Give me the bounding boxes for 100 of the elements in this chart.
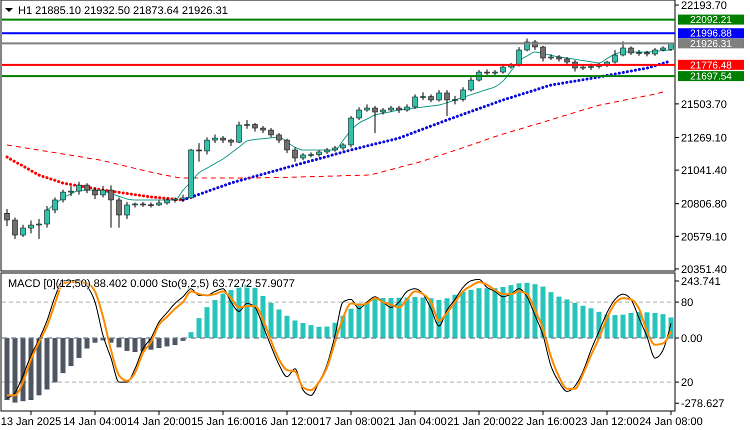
bar — [84, 338, 90, 349]
candlestick — [268, 128, 274, 138]
candlestick — [372, 105, 378, 134]
bar — [268, 302, 274, 338]
bar — [12, 338, 18, 403]
candlestick — [292, 146, 298, 162]
bar — [204, 307, 210, 338]
y-tick-label: 21041.40 — [681, 165, 727, 178]
ref-line-label: 21996.88 — [690, 28, 732, 40]
bar — [508, 285, 514, 338]
bar — [460, 292, 466, 338]
bar — [276, 309, 282, 338]
bar — [308, 325, 314, 338]
bar — [572, 302, 578, 338]
bar — [372, 298, 378, 338]
ref-line-label: 21697.54 — [690, 72, 732, 83]
candlestick — [460, 86, 466, 102]
candlestick — [444, 90, 450, 116]
bar — [316, 326, 322, 338]
bar — [36, 338, 42, 396]
candlestick — [20, 224, 26, 238]
bar — [292, 320, 298, 338]
x-tick-label: 15 Jan 16:00 — [191, 416, 255, 428]
bar — [628, 312, 634, 338]
candlestick — [44, 206, 50, 228]
bar — [660, 314, 666, 338]
bar — [412, 297, 418, 338]
bar — [612, 315, 618, 338]
x-tick-label: 21 Jan 04:00 — [383, 416, 447, 428]
candlestick — [236, 121, 242, 144]
x-tick-label: 17 Jan 08:00 — [319, 416, 383, 428]
bar — [364, 302, 370, 338]
candlestick — [356, 106, 362, 121]
candlestick — [540, 45, 546, 62]
y-tick-label: 0.00 — [681, 333, 702, 346]
bar — [284, 316, 290, 338]
x-tick-label: 23 Jan 12:00 — [575, 416, 639, 428]
candlestick — [468, 76, 474, 92]
bar — [4, 338, 10, 400]
bar — [492, 288, 498, 338]
bar — [124, 338, 130, 351]
bar — [500, 287, 506, 338]
x-tick-label: 14 Jan 04:00 — [63, 416, 127, 428]
candlestick — [36, 218, 42, 240]
bar — [484, 288, 490, 338]
x-tick-label: 16 Jan 12:00 — [255, 416, 319, 428]
candlestick — [28, 220, 34, 234]
y-tick-label: 21269.10 — [681, 132, 727, 144]
y2-tick-label: 20 — [681, 377, 694, 390]
bar — [172, 338, 178, 346]
candlestick — [60, 189, 66, 204]
bar — [476, 288, 482, 338]
bar — [252, 288, 258, 338]
bar — [420, 298, 426, 338]
candlestick — [92, 186, 98, 200]
bar — [380, 298, 386, 338]
bar — [556, 296, 562, 338]
bar — [196, 318, 202, 338]
x-tick-label: 13 Jan 2025 — [0, 416, 62, 428]
ref-line-label: 22092.21 — [690, 15, 732, 26]
ref-line-label: 21776.48 — [690, 60, 732, 72]
candlestick — [68, 186, 74, 197]
bar — [236, 287, 242, 338]
candlestick — [620, 40, 626, 57]
bar — [68, 338, 74, 366]
bar — [188, 332, 194, 338]
bar — [548, 292, 554, 338]
y2-tick-label: 80 — [681, 297, 694, 310]
y-tick-label: 21503.70 — [681, 98, 727, 111]
y-tick-label: 20351.40 — [681, 264, 727, 276]
bar — [60, 338, 66, 374]
bar — [580, 306, 586, 338]
candlestick — [436, 90, 442, 102]
y-tick-label: -278.627 — [681, 398, 724, 410]
candlestick — [84, 182, 90, 194]
bar — [588, 308, 594, 338]
candlestick — [412, 94, 418, 110]
bar — [76, 338, 82, 358]
y-tick-label: 243.741 — [681, 276, 721, 288]
bar — [156, 338, 162, 348]
bar — [468, 290, 474, 338]
x-tick-label: 14 Jan 20:00 — [127, 416, 191, 428]
candlestick — [124, 201, 130, 220]
y-tick-label: 20806.80 — [681, 198, 727, 211]
candlestick — [284, 138, 290, 154]
candlestick — [516, 46, 522, 67]
text: H1 21885.10 21932.50 21873.64 21926.31 — [18, 5, 228, 17]
bar — [220, 294, 226, 338]
bar — [356, 303, 362, 338]
candlestick — [276, 132, 282, 144]
bar — [404, 298, 410, 338]
bar — [300, 323, 306, 338]
bar — [132, 338, 138, 352]
candlestick — [52, 197, 58, 214]
y-tick-label: 22193.70 — [681, 0, 727, 12]
y-tick-label: 20579.10 — [681, 231, 727, 244]
bar — [620, 314, 626, 338]
candlestick — [196, 142, 202, 162]
ref-line-label: 21926.31 — [690, 38, 732, 50]
bar — [516, 283, 522, 338]
